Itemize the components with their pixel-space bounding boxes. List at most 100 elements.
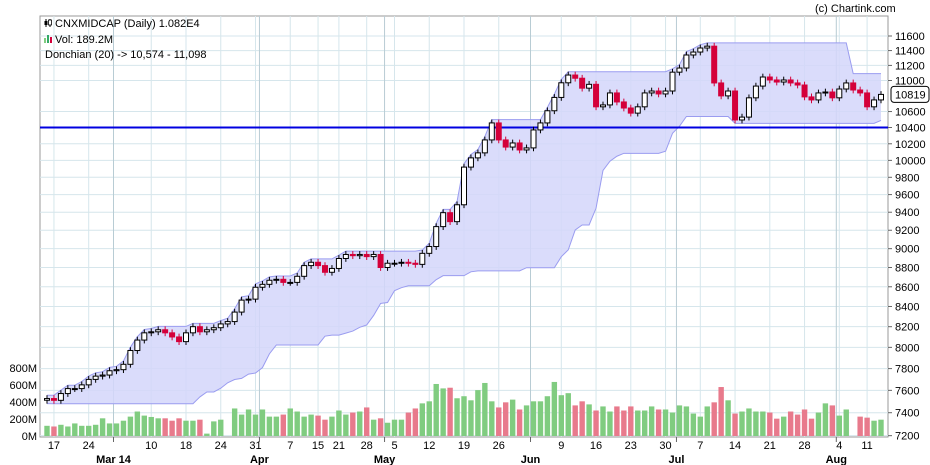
volume-bar: [614, 406, 620, 436]
candle: [210, 324, 217, 334]
volume-bar: [579, 401, 585, 436]
volume-bar: [551, 381, 558, 436]
candle-body: [843, 82, 850, 90]
candle-body: [301, 265, 308, 277]
candle-body: [718, 82, 725, 97]
date-tick-label: 30: [659, 440, 671, 452]
candle: [169, 329, 176, 341]
candle: [113, 366, 120, 375]
candle: [815, 89, 822, 104]
volume-bar: [593, 410, 599, 436]
candle-body: [273, 278, 280, 281]
candle-body: [732, 90, 739, 121]
candle: [349, 251, 356, 260]
volume-bar: [718, 387, 724, 436]
candle-body: [822, 91, 829, 94]
candle-body: [857, 89, 864, 94]
volume-bar: [516, 409, 523, 436]
volume-bar: [739, 411, 745, 436]
candle: [808, 93, 815, 104]
candle-body: [704, 45, 711, 49]
candle: [780, 76, 787, 86]
candle: [725, 87, 732, 100]
candle: [711, 42, 718, 87]
volume-bar: [767, 412, 773, 436]
legend-title: CNXMIDCAP (Daily) 1.082E4: [55, 18, 200, 30]
price-tick-label: 7400: [895, 408, 919, 420]
date-tick-label: 7: [287, 440, 293, 452]
volume-bar: [468, 400, 474, 436]
volume-bar: [426, 401, 432, 436]
volume-bar: [377, 418, 384, 436]
candle: [829, 88, 836, 102]
candle: [613, 89, 620, 106]
volume-bar: [113, 423, 120, 436]
candle: [433, 223, 440, 250]
candle-body: [148, 331, 155, 334]
candle: [704, 42, 711, 52]
volume-bar: [294, 411, 300, 436]
volume-bar: [864, 417, 870, 436]
candle: [447, 209, 454, 225]
candle: [363, 251, 370, 260]
date-tick-label: 18: [180, 440, 192, 452]
volume-bar: [635, 410, 641, 436]
candle-body: [683, 54, 690, 69]
volume-bar: [183, 420, 189, 436]
volume-bar: [801, 409, 808, 436]
candle: [259, 280, 266, 291]
volume-bar: [822, 403, 829, 436]
volume-bar: [628, 406, 634, 436]
candle: [530, 126, 537, 152]
candle: [600, 101, 606, 111]
candle-body: [474, 152, 481, 159]
month-tick-label: Mar 14: [96, 454, 132, 465]
candle-body: [745, 97, 752, 118]
candle: [537, 119, 544, 134]
candle-body: [495, 122, 502, 141]
axes: 11600 11400 11200 11000 10600 10400 10200 10000…: [9, 31, 930, 465]
volume-bar: [252, 414, 259, 436]
volume-bar: [134, 411, 141, 436]
price-tick-label: 7800: [895, 364, 919, 376]
price-tick-label: 9200: [895, 225, 919, 237]
date-tick-label: 11: [861, 440, 872, 452]
candle-body: [155, 329, 162, 333]
price-tick-label: 10200: [895, 139, 926, 151]
candle: [488, 119, 495, 144]
candle-body: [454, 204, 461, 223]
candle-body: [315, 261, 322, 267]
candle: [474, 149, 481, 162]
candle-body: [134, 339, 141, 352]
volume-bar: [572, 405, 578, 436]
candle-body: [266, 279, 273, 285]
volume-bar: [391, 419, 398, 436]
candle: [189, 323, 196, 337]
candle-body: [593, 83, 600, 108]
volume-bar: [141, 415, 147, 436]
candle-body: [586, 83, 593, 89]
candle-body: [690, 51, 697, 56]
date-tick-label: 24: [215, 440, 227, 452]
legend: CNXMIDCAP (Daily) 1.082E4 Vol: 189.2M Do…: [44, 18, 207, 61]
candle-body: [648, 90, 655, 94]
candle: [697, 44, 704, 56]
candle: [245, 295, 252, 304]
candle: [627, 104, 634, 117]
candle-body: [196, 326, 203, 333]
candle-body: [516, 142, 523, 151]
volume-bar: [655, 409, 662, 436]
candle: [620, 98, 627, 112]
candle-body: [871, 99, 878, 108]
candle: [106, 367, 113, 379]
volume-bar: [503, 402, 509, 436]
candle-body: [725, 90, 732, 97]
volume-bar: [794, 414, 801, 436]
candle-body: [711, 45, 718, 84]
price-tick-label: 9600: [895, 190, 919, 202]
volume-bar: [711, 402, 717, 436]
candle-body: [252, 286, 259, 300]
volume-bar: [746, 408, 752, 436]
candle: [676, 64, 683, 76]
